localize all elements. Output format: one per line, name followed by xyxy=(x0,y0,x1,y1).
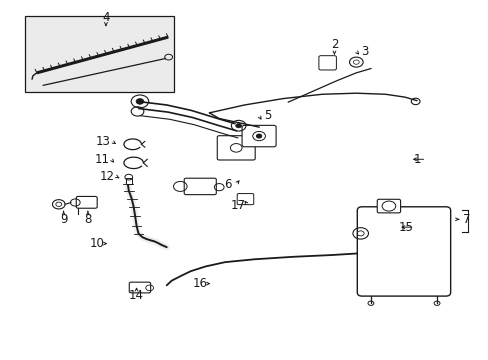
FancyBboxPatch shape xyxy=(76,197,97,208)
Text: 2: 2 xyxy=(330,39,338,51)
Text: 3: 3 xyxy=(361,45,368,58)
Circle shape xyxy=(136,99,143,104)
Circle shape xyxy=(235,123,241,128)
FancyBboxPatch shape xyxy=(129,282,150,293)
FancyBboxPatch shape xyxy=(184,178,216,195)
Text: 8: 8 xyxy=(84,213,91,226)
Text: 9: 9 xyxy=(60,213,67,226)
Circle shape xyxy=(256,134,261,138)
FancyBboxPatch shape xyxy=(318,56,336,70)
FancyBboxPatch shape xyxy=(237,194,253,204)
Text: 5: 5 xyxy=(264,109,271,122)
Bar xyxy=(25,16,174,93)
Text: 12: 12 xyxy=(100,170,115,183)
Text: 14: 14 xyxy=(129,288,144,302)
Text: 1: 1 xyxy=(413,153,421,166)
FancyBboxPatch shape xyxy=(242,125,276,147)
Bar xyxy=(125,178,131,184)
Text: 4: 4 xyxy=(102,11,109,24)
FancyBboxPatch shape xyxy=(357,207,450,296)
Text: 16: 16 xyxy=(192,277,207,290)
Text: 7: 7 xyxy=(463,213,470,226)
Text: 11: 11 xyxy=(95,153,110,166)
FancyBboxPatch shape xyxy=(376,199,400,213)
Text: 15: 15 xyxy=(398,221,412,234)
Text: 17: 17 xyxy=(231,198,245,212)
Text: 6: 6 xyxy=(224,178,231,191)
FancyBboxPatch shape xyxy=(217,136,255,160)
Text: 10: 10 xyxy=(89,237,104,250)
Text: 13: 13 xyxy=(96,135,111,148)
